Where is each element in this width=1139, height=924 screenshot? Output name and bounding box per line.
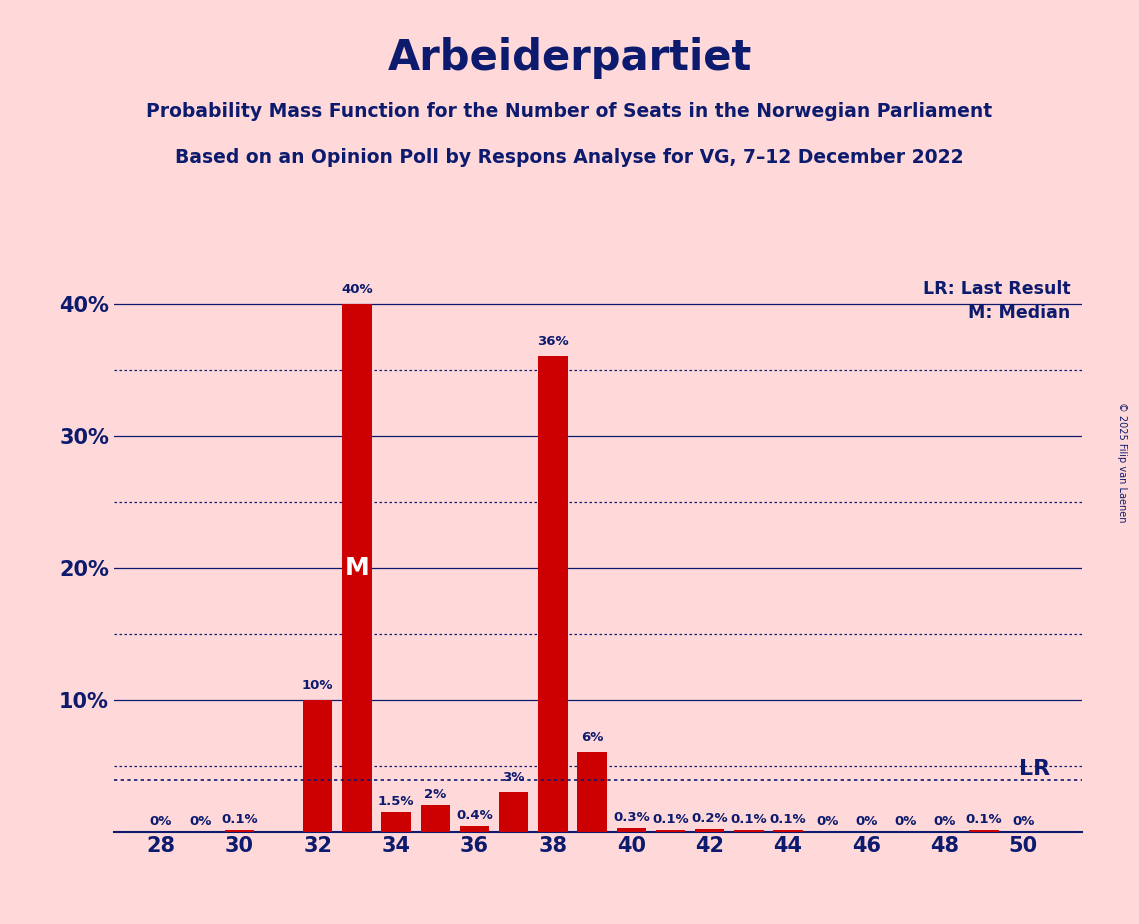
Text: Probability Mass Function for the Number of Seats in the Norwegian Parliament: Probability Mass Function for the Number… xyxy=(147,102,992,121)
Text: 0%: 0% xyxy=(934,815,956,828)
Text: 2%: 2% xyxy=(424,788,446,801)
Text: 1.5%: 1.5% xyxy=(378,795,415,808)
Bar xyxy=(539,357,567,832)
Text: M: M xyxy=(344,555,369,579)
Bar xyxy=(303,699,333,832)
Bar xyxy=(460,826,490,832)
Text: 0.1%: 0.1% xyxy=(653,813,689,826)
Text: LR: Last Result: LR: Last Result xyxy=(923,280,1071,298)
Text: Based on an Opinion Poll by Respons Analyse for VG, 7–12 December 2022: Based on an Opinion Poll by Respons Anal… xyxy=(175,148,964,167)
Text: M: Median: M: Median xyxy=(968,304,1071,322)
Bar xyxy=(695,829,724,832)
Text: 3%: 3% xyxy=(502,772,525,784)
Text: 0%: 0% xyxy=(149,815,172,828)
Text: 0%: 0% xyxy=(816,815,838,828)
Text: © 2025 Filip van Laenen: © 2025 Filip van Laenen xyxy=(1117,402,1126,522)
Text: 0%: 0% xyxy=(1013,815,1034,828)
Text: 0.2%: 0.2% xyxy=(691,812,728,825)
Bar xyxy=(224,831,254,832)
Bar xyxy=(773,831,803,832)
Text: LR: LR xyxy=(1019,759,1050,779)
Text: 0%: 0% xyxy=(855,815,878,828)
Bar xyxy=(342,304,371,832)
Bar xyxy=(735,831,763,832)
Text: 0.1%: 0.1% xyxy=(730,813,768,826)
Bar xyxy=(420,805,450,832)
Bar xyxy=(382,812,411,832)
Text: 0%: 0% xyxy=(894,815,917,828)
Bar xyxy=(616,828,646,832)
Bar xyxy=(656,831,686,832)
Bar xyxy=(577,752,607,832)
Text: 10%: 10% xyxy=(302,679,334,692)
Text: 36%: 36% xyxy=(538,335,568,348)
Bar xyxy=(499,792,528,832)
Text: 0.1%: 0.1% xyxy=(221,813,257,826)
Text: 0%: 0% xyxy=(189,815,212,828)
Text: 6%: 6% xyxy=(581,732,604,745)
Text: 40%: 40% xyxy=(341,283,372,296)
Text: 0.4%: 0.4% xyxy=(456,809,493,822)
Text: 0.1%: 0.1% xyxy=(770,813,806,826)
Text: Arbeiderpartiet: Arbeiderpartiet xyxy=(387,37,752,79)
Bar xyxy=(969,831,999,832)
Text: 0.1%: 0.1% xyxy=(966,813,1002,826)
Text: 0.3%: 0.3% xyxy=(613,810,649,823)
